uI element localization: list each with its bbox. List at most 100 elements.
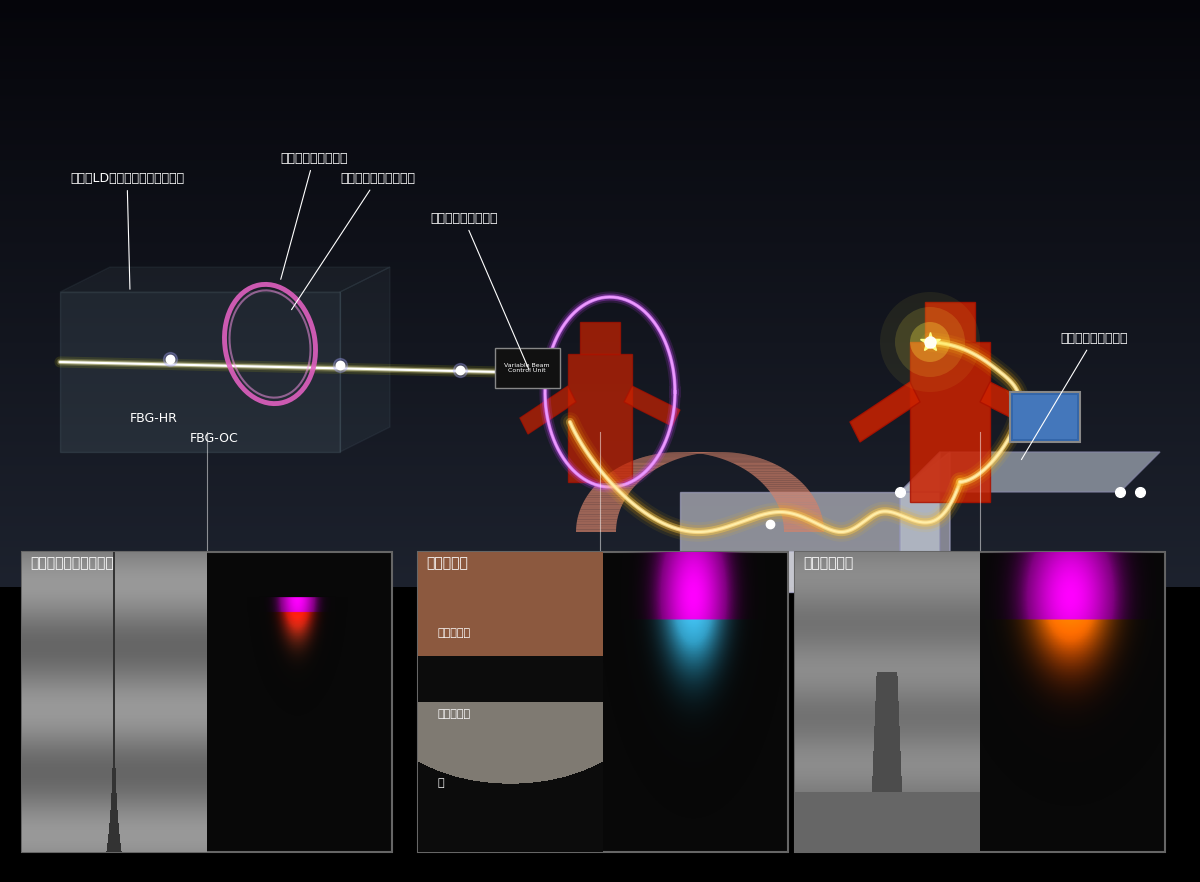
Polygon shape [610,472,652,474]
Polygon shape [617,467,660,468]
Text: フィラー溶接: フィラー溶接 [803,556,853,570]
Bar [1010,392,1080,442]
Polygon shape [980,382,1050,432]
Polygon shape [726,460,769,461]
Polygon shape [588,493,629,496]
Polygon shape [619,466,662,467]
Bar [568,354,632,482]
Polygon shape [773,496,814,497]
Polygon shape [784,529,824,532]
Polygon shape [605,475,647,477]
Polygon shape [755,477,798,479]
Polygon shape [768,489,809,491]
Polygon shape [752,475,796,477]
Polygon shape [781,512,822,514]
Polygon shape [623,464,665,466]
Polygon shape [784,527,824,529]
Polygon shape [576,522,617,525]
Polygon shape [740,467,782,468]
Bar [22,552,392,852]
Polygon shape [770,493,812,496]
Polygon shape [757,479,799,481]
Polygon shape [776,502,817,505]
Polygon shape [576,527,617,529]
Polygon shape [576,525,617,527]
Text: Variable Beam
Control Unit: Variable Beam Control Unit [504,363,550,373]
Polygon shape [680,552,950,592]
Polygon shape [628,461,671,463]
Polygon shape [577,517,618,519]
Text: ポンプコンバイナー: ポンプコンバイナー [280,152,348,280]
Polygon shape [781,514,822,517]
Bar [418,552,788,852]
Text: 異種材接合: 異種材接合 [426,556,468,570]
Polygon shape [782,519,823,522]
Polygon shape [734,464,778,466]
Polygon shape [607,474,649,475]
Polygon shape [578,514,618,517]
Polygon shape [581,507,622,510]
Polygon shape [600,479,642,481]
Polygon shape [763,484,805,487]
Polygon shape [760,481,802,482]
Polygon shape [766,487,808,489]
Polygon shape [900,562,1160,602]
Polygon shape [596,482,638,484]
Polygon shape [784,522,823,525]
Polygon shape [637,459,680,460]
Text: ビーム可変ユニット: ビーム可変ユニット [430,212,529,370]
Polygon shape [718,457,760,459]
Polygon shape [631,460,674,461]
Polygon shape [584,497,626,500]
Polygon shape [762,482,804,484]
Polygon shape [593,487,635,489]
Polygon shape [602,477,644,479]
Polygon shape [580,510,620,512]
Text: プロセスファイバー: プロセスファイバー [1021,332,1128,460]
Polygon shape [625,463,668,464]
Bar [580,322,620,354]
Bar [1013,395,1078,439]
Polygon shape [900,452,950,592]
Polygon shape [577,519,617,522]
Polygon shape [779,507,820,510]
Circle shape [910,322,950,362]
Polygon shape [748,472,791,474]
Polygon shape [576,529,616,532]
Polygon shape [782,517,823,519]
Polygon shape [745,470,788,472]
Polygon shape [520,386,576,434]
Polygon shape [612,470,654,472]
Polygon shape [624,386,680,426]
Polygon shape [769,491,811,493]
Polygon shape [780,510,821,512]
Bar [0,587,1200,882]
Polygon shape [599,481,641,482]
Bar [910,342,990,502]
Polygon shape [640,457,683,459]
Polygon shape [900,452,940,602]
Polygon shape [774,497,815,500]
Polygon shape [586,496,628,497]
Bar [496,348,560,388]
Polygon shape [578,512,619,514]
Text: アクティブファイバー: アクティブファイバー [292,172,415,310]
Polygon shape [581,505,623,507]
Text: 銅: 銅 [438,778,445,788]
Circle shape [880,292,980,392]
Polygon shape [60,292,340,452]
Polygon shape [60,267,390,292]
Polygon shape [750,474,793,475]
Text: FBG-OC: FBG-OC [190,432,239,445]
Polygon shape [590,489,632,491]
Polygon shape [738,466,780,467]
Polygon shape [583,500,625,502]
Text: ステンレス: ステンレス [438,709,472,719]
Polygon shape [775,500,816,502]
Text: 高速・深溶け込み溶接: 高速・深溶け込み溶接 [30,556,114,570]
Polygon shape [732,463,775,464]
Polygon shape [850,382,920,442]
Polygon shape [614,468,658,470]
Polygon shape [720,459,763,460]
Polygon shape [340,267,390,452]
